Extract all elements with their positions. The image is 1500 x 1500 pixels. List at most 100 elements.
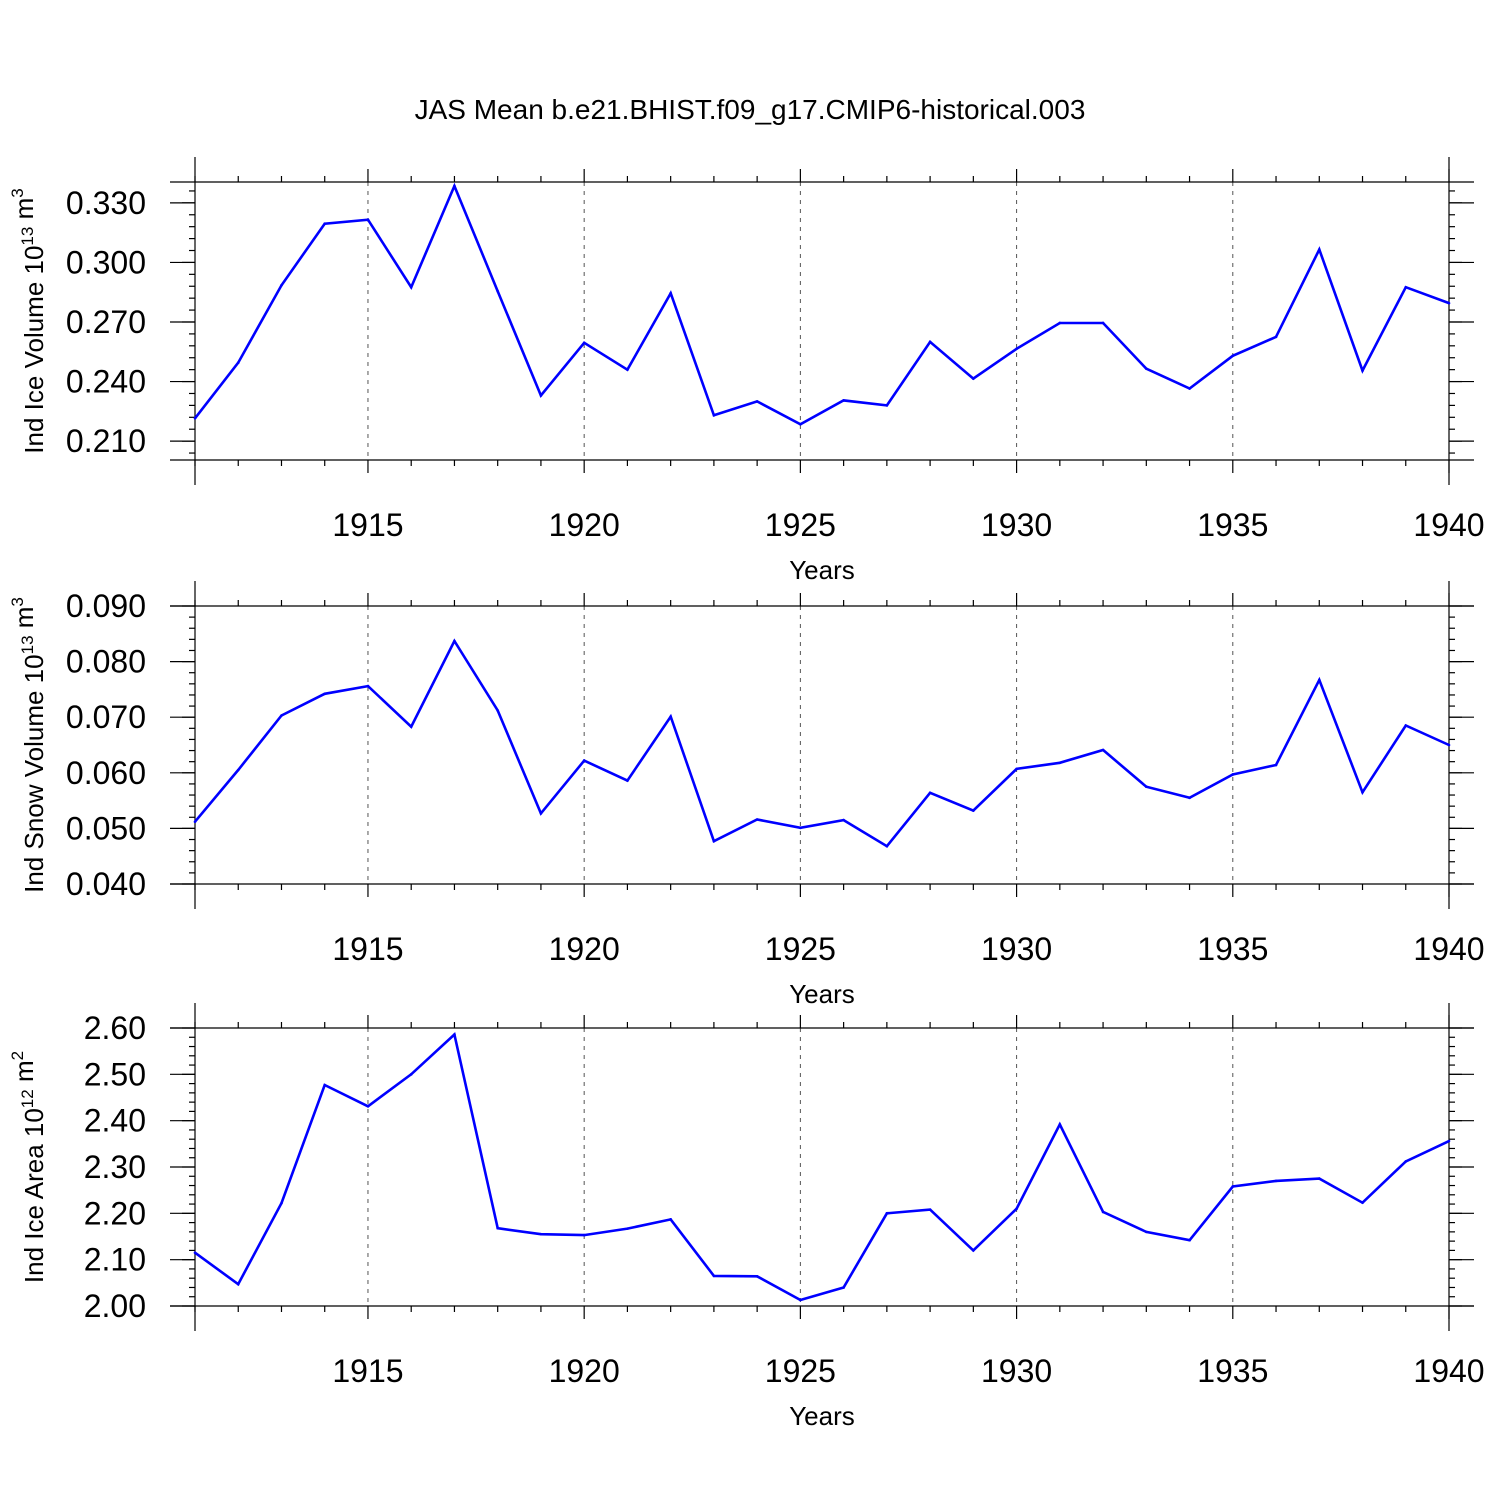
data-point [1058, 1123, 1062, 1126]
data-point [1145, 367, 1148, 370]
y-tick-label: 0.300 [66, 244, 146, 280]
data-point [1404, 1160, 1408, 1163]
data-point [626, 779, 629, 782]
chart-panel-2: 1915 1920 1925 1930 1935 1940 0.040 0.050 0.060 0… [8, 581, 1485, 1009]
data-point [496, 289, 499, 293]
data-point [366, 218, 370, 222]
y-tick-label: 0.060 [66, 755, 146, 791]
data-point [496, 709, 499, 712]
y-tick-label: 2.30 [84, 1149, 146, 1185]
data-point [928, 1208, 932, 1211]
data-point [323, 1083, 327, 1087]
data-point [1361, 1201, 1364, 1204]
y-tick-label: 0.050 [66, 810, 146, 846]
data-point [366, 684, 370, 688]
data-point [1317, 678, 1321, 682]
x-tick-label: 1935 [1197, 507, 1268, 543]
y-axis-title: Ind Ice Area 1012 m2 [8, 1051, 49, 1283]
data-point [799, 422, 802, 426]
data-point [669, 1218, 672, 1221]
series-line [194, 1032, 1450, 1302]
y-axis-title: Ind Snow Volume 1013 m3 [8, 597, 49, 893]
x-tick-label: 1925 [765, 507, 836, 543]
data-point [1231, 773, 1235, 776]
y-tick-label: 2.00 [84, 1288, 146, 1324]
data-point [1188, 1238, 1191, 1242]
data-point [453, 1033, 456, 1036]
data-point [1361, 369, 1364, 372]
data-point [626, 368, 629, 371]
data-point [1404, 724, 1408, 727]
x-tick-label: 1915 [332, 507, 403, 543]
data-point [928, 791, 932, 795]
y-tick-label: 2.20 [84, 1195, 146, 1231]
data-point [842, 1286, 845, 1289]
panels: 1915 1920 1925 1930 1935 1940 0.210 0.240 0.270 0… [8, 157, 1485, 1431]
data-point [1447, 743, 1451, 747]
data-point [1361, 790, 1364, 794]
chart-panel-1: 1915 1920 1925 1930 1935 1940 0.210 0.240 0.270 0… [8, 157, 1485, 585]
y-axis-title: Ind Ice Volume 1013 m3 [8, 188, 49, 453]
data-point [193, 417, 197, 420]
data-point [539, 394, 543, 397]
data-point [712, 414, 716, 417]
x-tick-label: 1940 [1413, 931, 1484, 967]
data-point [885, 844, 889, 848]
data-point [842, 399, 845, 402]
data-point [1231, 1185, 1235, 1188]
data-point [928, 340, 932, 344]
data-point [712, 839, 716, 843]
data-point [669, 715, 672, 718]
data-point [1015, 767, 1018, 771]
x-tick-label: 1925 [765, 931, 836, 967]
x-tick-label: 1915 [332, 1353, 403, 1389]
y-tick-label: 2.50 [84, 1056, 146, 1092]
y-tick-label: 2.40 [84, 1103, 146, 1139]
data-point [539, 1232, 543, 1236]
x-tick-label: 1935 [1197, 931, 1268, 967]
data-point [1317, 248, 1321, 251]
data-point [453, 639, 456, 643]
data-point [755, 1275, 759, 1278]
data-point [193, 1251, 197, 1255]
y-tick-label: 0.240 [66, 364, 146, 400]
x-tick-label: 1915 [332, 931, 403, 967]
figure-title: JAS Mean b.e21.BHIST.f09_g17.CMIP6-histo… [415, 94, 1086, 125]
y-tick-label: 0.210 [66, 423, 146, 459]
x-tick-label: 1920 [549, 931, 620, 967]
data-point [885, 404, 889, 407]
data-point [496, 1226, 499, 1230]
y-tick-label: 0.090 [66, 588, 146, 624]
data-point [1015, 1207, 1018, 1210]
series-line [194, 638, 1450, 848]
data-point [842, 818, 845, 822]
data-point [409, 285, 413, 289]
chart-panel-3: 1915 1920 1925 1930 1935 1940 2.00 2.10 2.20 2.30… [8, 1003, 1485, 1431]
data-point [799, 1298, 802, 1302]
data-point [1188, 387, 1191, 390]
data-point [1274, 1179, 1278, 1183]
data-point [885, 1212, 889, 1215]
data-point [755, 818, 759, 821]
data-point [1188, 796, 1191, 800]
data-point [799, 826, 802, 830]
data-point [1015, 347, 1018, 351]
data-point [366, 1105, 370, 1108]
data-point [280, 714, 283, 717]
data-point [539, 812, 543, 815]
x-tick-label: 1930 [981, 931, 1052, 967]
data-point [1058, 761, 1062, 765]
data-point [1447, 1139, 1451, 1143]
x-tick-label: 1940 [1413, 507, 1484, 543]
y-tick-label: 0.330 [66, 185, 146, 221]
x-axis-title: Years [789, 555, 855, 585]
data-point [409, 1073, 413, 1076]
data-point [1101, 748, 1105, 752]
y-tick-label: 2.60 [84, 1010, 146, 1046]
data-point [1274, 763, 1278, 767]
data-point [409, 725, 413, 728]
data-point [972, 809, 975, 812]
data-point [669, 291, 672, 295]
y-tick-label: 2.10 [84, 1242, 146, 1278]
data-point [972, 1249, 975, 1252]
